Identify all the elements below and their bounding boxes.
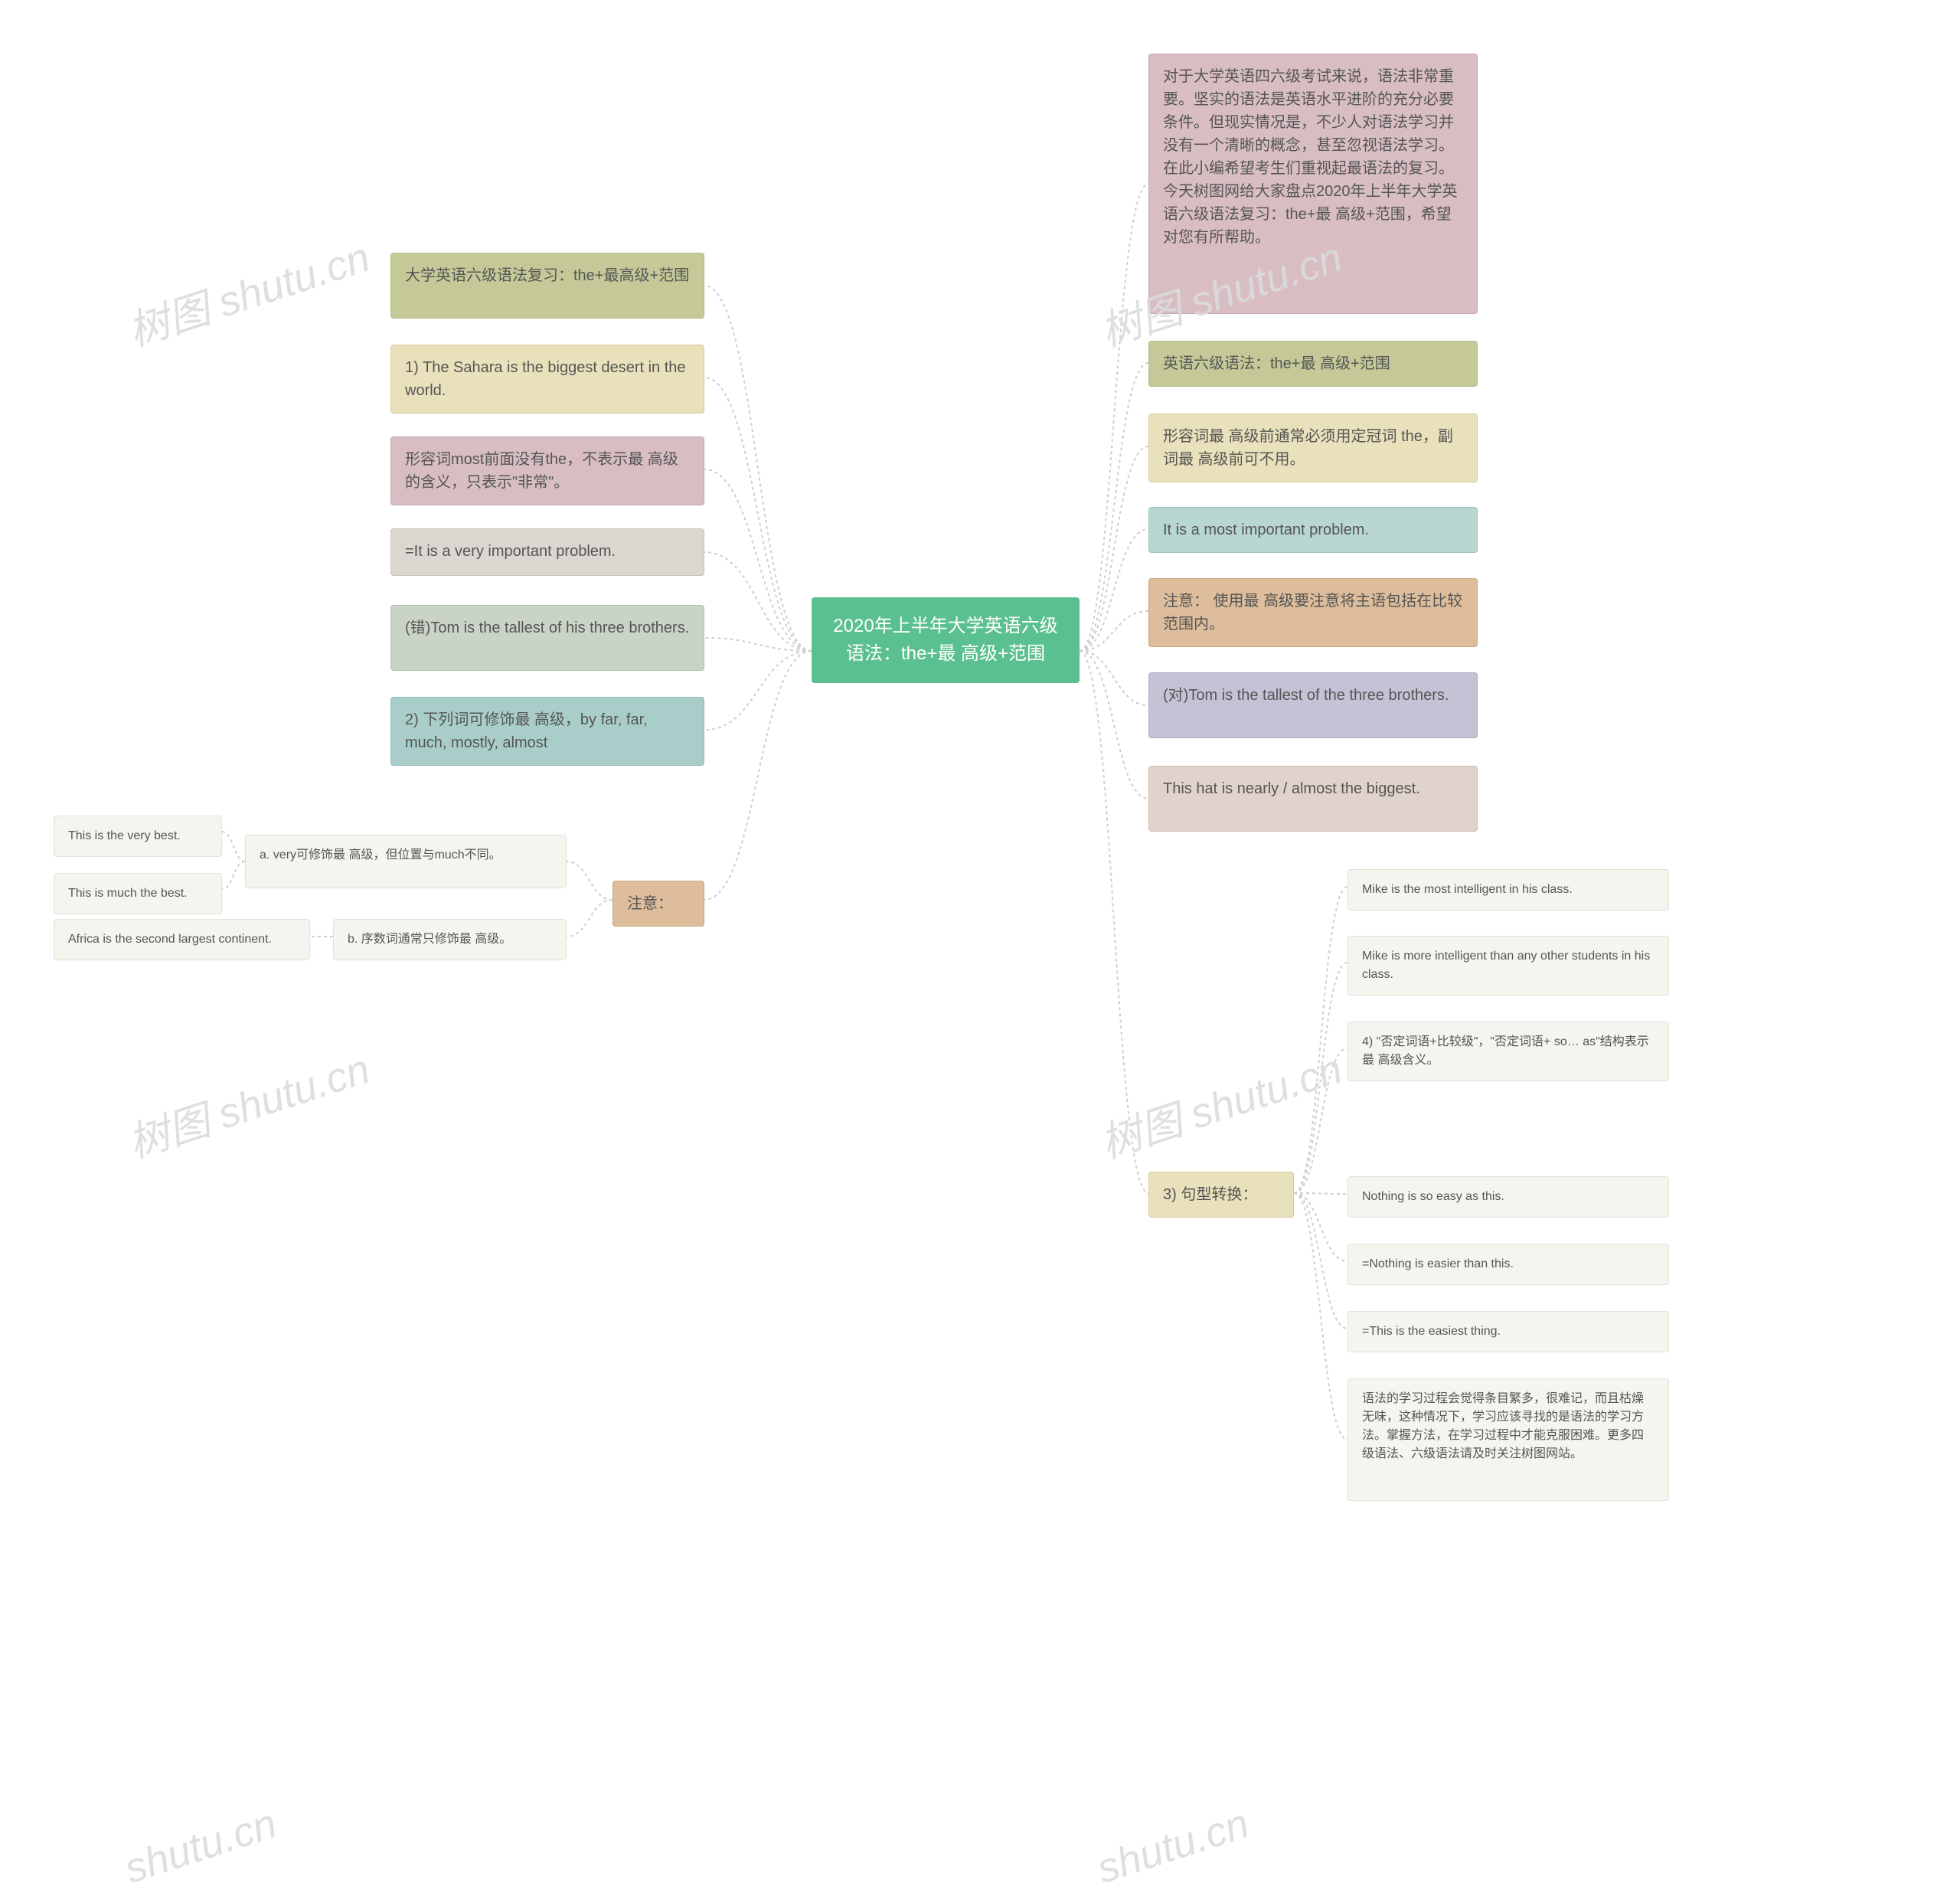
right-node-3: 形容词最 高级前通常必须用定冠词 the，副词最 高级前可不用。 bbox=[1148, 414, 1478, 482]
left-node-3: 形容词most前面没有the，不表示最 高级的含义，只表示"非常"。 bbox=[390, 436, 704, 505]
right-note-5: =Nothing is easier than this. bbox=[1348, 1244, 1669, 1285]
right-node-2: 英语六级语法：the+最 高级+范围 bbox=[1148, 341, 1478, 387]
right-node-1: 对于大学英语四六级考试来说，语法非常重要。坚实的语法是英语水平进阶的充分必要条件… bbox=[1148, 54, 1478, 314]
left-note-a: a. very可修饰最 高级，但位置与much不同。 bbox=[245, 835, 567, 888]
right-node-8: 3) 句型转换： bbox=[1148, 1172, 1294, 1218]
right-note-2: Mike is more intelligent than any other … bbox=[1348, 936, 1669, 996]
left-node-5: (错)Tom is the tallest of his three broth… bbox=[390, 605, 704, 671]
watermark: 树图 shutu.cn bbox=[1092, 1035, 1349, 1169]
right-note-1: Mike is the most intelligent in his clas… bbox=[1348, 869, 1669, 911]
right-node-4: It is a most important problem. bbox=[1148, 507, 1478, 553]
watermark: shutu.cn bbox=[1091, 1800, 1254, 1893]
right-note-7: 语法的学习过程会觉得条目繁多，很难记，而且枯燥无味，这种情况下，学习应该寻找的是… bbox=[1348, 1378, 1669, 1501]
right-node-6: (对)Tom is the tallest of the three broth… bbox=[1148, 672, 1478, 738]
left-node-6: 2) 下列词可修饰最 高级，by far, far, much, mostly,… bbox=[390, 697, 704, 766]
center-node: 2020年上半年大学英语六级语法：the+最 高级+范围 bbox=[812, 597, 1080, 683]
left-node-4: =It is a very important problem. bbox=[390, 528, 704, 576]
watermark: shutu.cn bbox=[119, 1800, 282, 1893]
watermark: 树图 shutu.cn bbox=[119, 1035, 377, 1169]
left-node-7: 注意： bbox=[612, 881, 704, 927]
right-node-7: This hat is nearly / almost the biggest. bbox=[1148, 766, 1478, 832]
left-note-a2: This is much the best. bbox=[54, 873, 222, 914]
left-note-a1: This is the very best. bbox=[54, 816, 222, 857]
right-node-5: 注意： 使用最 高级要注意将主语包括在比较范围内。 bbox=[1148, 578, 1478, 647]
left-node-2: 1) The Sahara is the biggest desert in t… bbox=[390, 345, 704, 414]
left-node-1: 大学英语六级语法复习：the+最高级+范围 bbox=[390, 253, 704, 319]
left-note-b: b. 序数词通常只修饰最 高级。 bbox=[333, 919, 567, 960]
right-note-3: 4) "否定词语+比较级"，"否定词语+ so… as"结构表示最 高级含义。 bbox=[1348, 1022, 1669, 1081]
left-note-b1: Africa is the second largest continent. bbox=[54, 919, 310, 960]
right-note-6: =This is the easiest thing. bbox=[1348, 1311, 1669, 1352]
watermark: 树图 shutu.cn bbox=[119, 223, 377, 358]
right-note-4: Nothing is so easy as this. bbox=[1348, 1176, 1669, 1218]
